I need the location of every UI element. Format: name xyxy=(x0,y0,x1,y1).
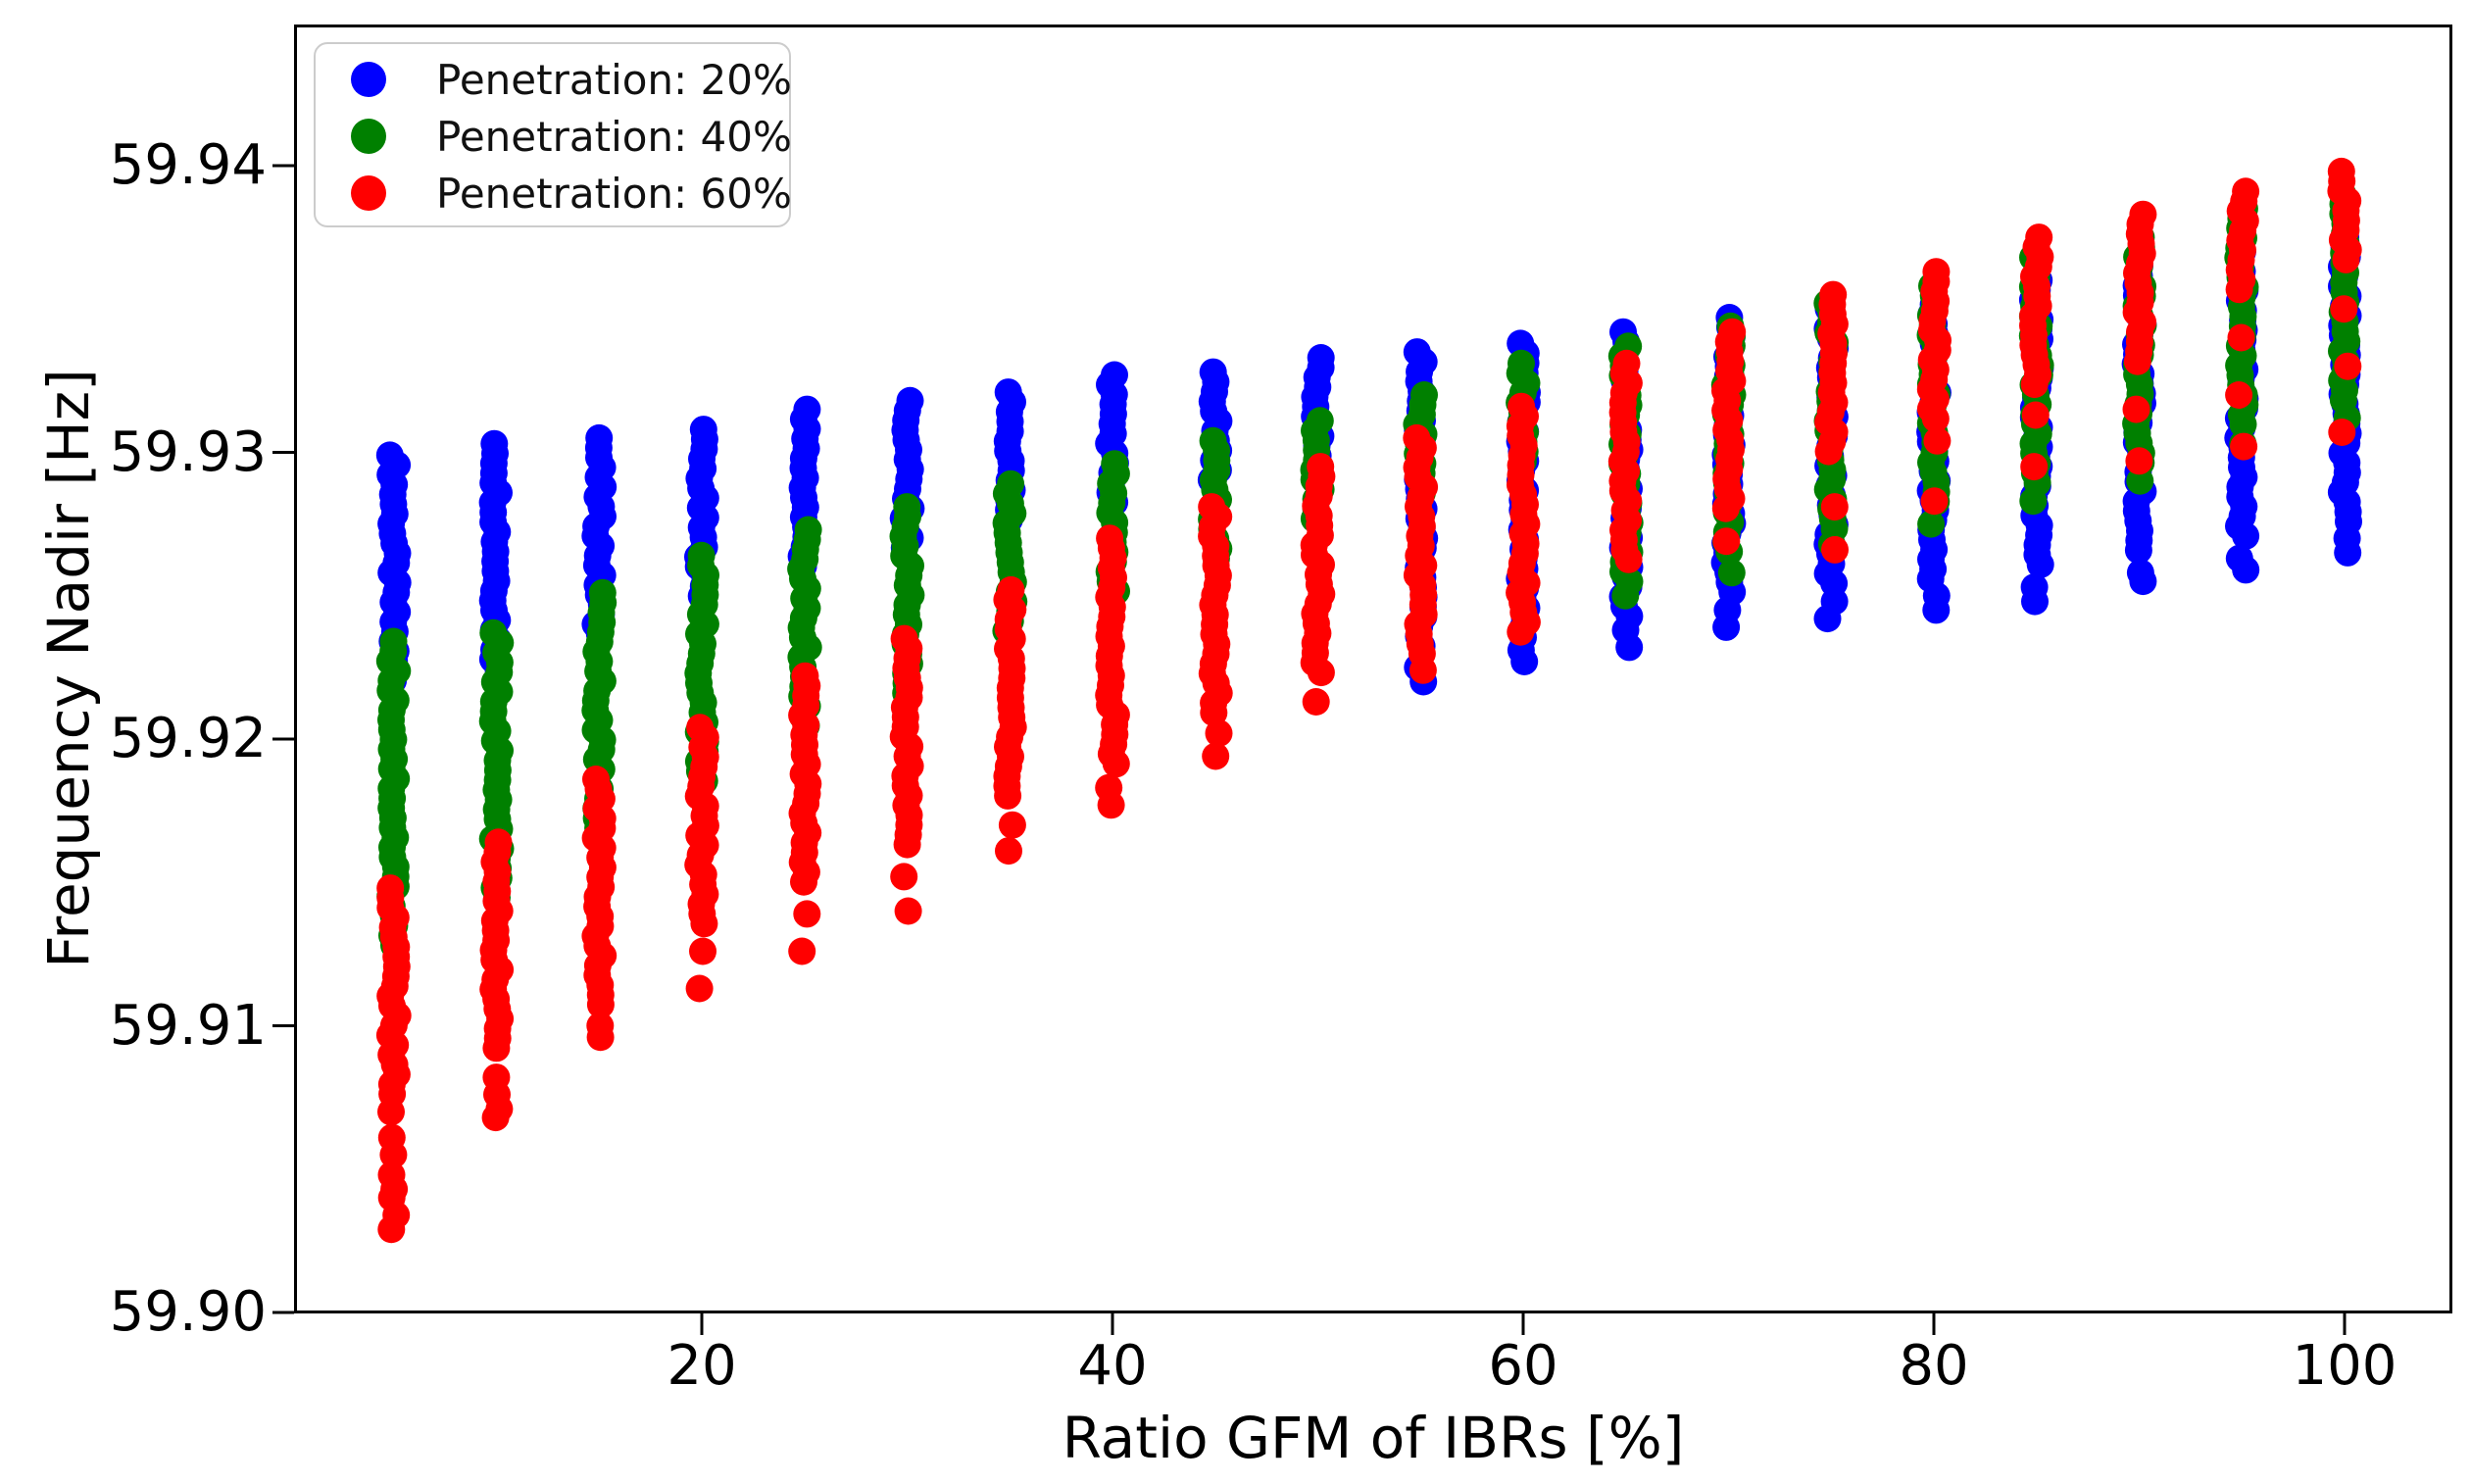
x-axis-title: Ratio GFM of IBRs [%] xyxy=(1062,1405,1685,1471)
y-tick-label: 59.93 xyxy=(109,420,267,484)
x-tick-label: 60 xyxy=(1488,1334,1558,1398)
legend-marker-green-icon xyxy=(351,119,386,154)
legend: Penetration: 20% Penetration: 40% Penetr… xyxy=(314,42,792,227)
legend-item: Penetration: 60% xyxy=(316,165,792,222)
legend-marker-red-icon xyxy=(351,175,386,211)
y-axis-title: Frequency Nadir [Hz] xyxy=(35,369,102,968)
legend-label: Penetration: 60% xyxy=(436,169,792,218)
x-tick-label: 80 xyxy=(1899,1334,1969,1398)
plot-area xyxy=(294,25,2452,1313)
legend-label: Penetration: 40% xyxy=(436,112,792,161)
y-tick-label: 59.90 xyxy=(109,1280,267,1344)
x-tick-label: 100 xyxy=(2292,1334,2397,1398)
y-tick-label: 59.92 xyxy=(109,707,267,770)
legend-item: Penetration: 20% xyxy=(316,51,792,108)
y-tick-label: 59.94 xyxy=(109,133,267,197)
legend-item: Penetration: 40% xyxy=(316,108,792,165)
legend-marker-blue-icon xyxy=(351,62,386,97)
x-tick-label: 20 xyxy=(667,1334,737,1398)
legend-label: Penetration: 20% xyxy=(436,55,792,104)
x-tick-label: 40 xyxy=(1077,1334,1148,1398)
y-tick-label: 59.91 xyxy=(109,993,267,1058)
